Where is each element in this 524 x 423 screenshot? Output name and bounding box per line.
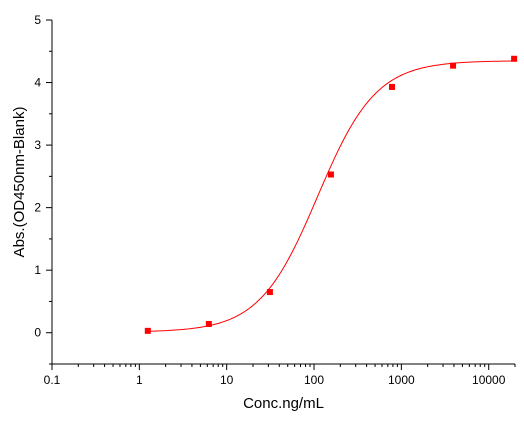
y-tick-label: 3 <box>34 138 41 152</box>
x-tick-label: 0.1 <box>44 373 61 387</box>
y-tick-label: 0 <box>34 326 41 340</box>
data-point <box>511 55 518 62</box>
y-axis-title: Abs.(OD450nm-Blank) <box>11 107 28 258</box>
ticks-layer: 0 1 2 3 4 5 0.1 1 10 100 1000 10000 <box>34 13 516 387</box>
data-point <box>266 289 273 296</box>
y-tick-label: 4 <box>34 76 41 90</box>
data-points-layer <box>144 55 518 334</box>
data-point <box>389 83 395 90</box>
y-tick-label: 2 <box>34 201 41 215</box>
x-tick-label: 1 <box>136 373 143 387</box>
data-point <box>327 171 334 178</box>
x-axis-title: Conc.ng/mL <box>243 395 324 412</box>
x-tick-label: 100 <box>304 373 324 387</box>
data-point <box>144 327 151 334</box>
x-tick-label: 10000 <box>472 373 506 387</box>
x-tick-label: 10 <box>220 373 234 387</box>
y-tick-label: 5 <box>34 13 41 27</box>
data-point <box>205 320 212 327</box>
y-tick-label: 1 <box>34 263 41 277</box>
x-tick-label: 1000 <box>388 373 415 387</box>
axes-layer <box>51 20 515 365</box>
data-point <box>450 62 457 69</box>
